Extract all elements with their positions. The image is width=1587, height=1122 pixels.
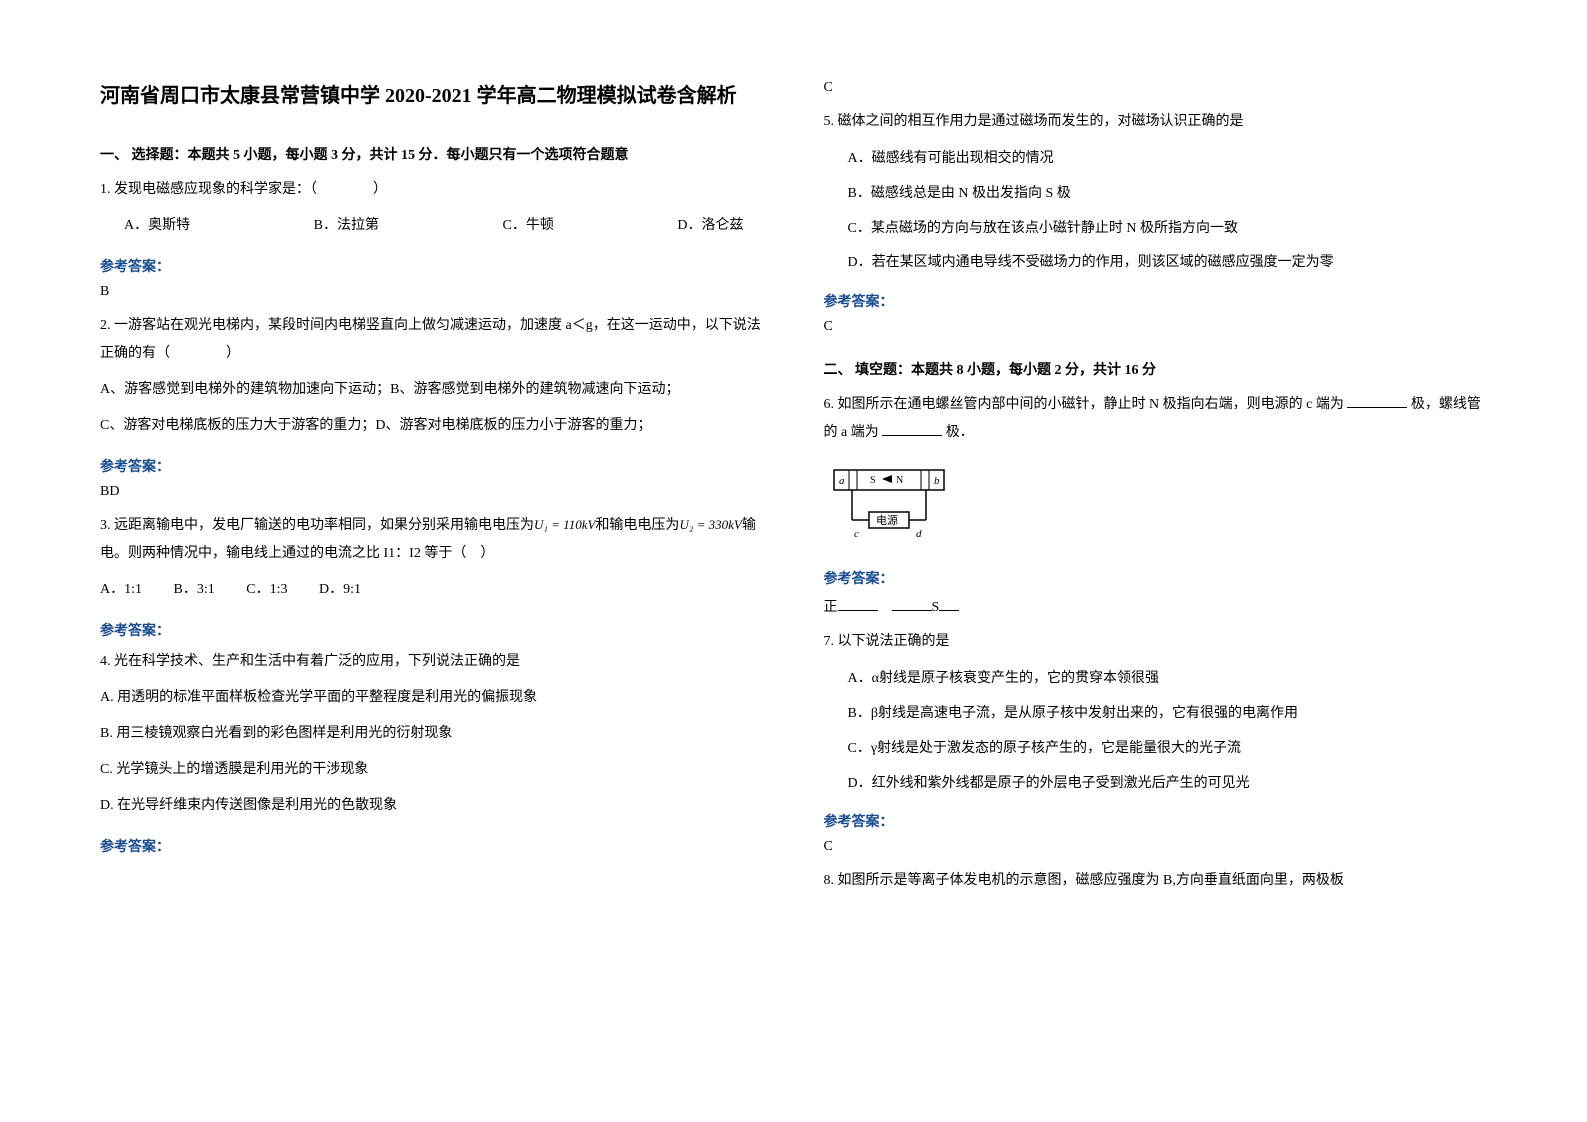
q6-ans-p1: 正 — [824, 600, 838, 615]
q4-answer: C — [824, 80, 1488, 96]
q1-opt-b: B．法拉第 — [314, 212, 379, 240]
q2-text: 2. 一游客站在观光电梯内，某段时间内电梯竖直向上做匀减速运动，加速度 a＜g，… — [100, 312, 764, 368]
q7-opt-a: A．α射线是原子核衰变产生的，它的贯穿本领很强 — [848, 664, 1488, 695]
q1-text: 1. 发现电磁感应现象的科学家是：（ ） — [100, 176, 764, 204]
q4-answer-label: 参考答案： — [100, 836, 764, 856]
q8-text: 8. 如图所示是等离子体发电机的示意图，磁感应强度为 B,方向垂直纸面向里，两极… — [824, 867, 1488, 895]
svg-text:d: d — [916, 528, 922, 540]
svg-text:电源: 电源 — [876, 513, 898, 527]
svg-text:N: N — [896, 475, 903, 486]
svg-text:b: b — [934, 475, 940, 487]
section2-header: 二、 填空题：本题共 8 小题，每小题 2 分，共计 16 分 — [824, 359, 1488, 379]
q3-formula1: U₁ = 110kV — [534, 517, 595, 532]
q2-answer-label: 参考答案： — [100, 456, 764, 476]
q1-options: A．奥斯特 B．法拉第 C．牛顿 D．洛仑兹 — [100, 212, 764, 240]
q6-ans-blank3 — [939, 597, 959, 611]
q4-text: 4. 光在科学技术、生产和生活中有着广泛的应用，下列说法正确的是 — [100, 648, 764, 676]
q1-answer-label: 参考答案： — [100, 256, 764, 276]
q6-answer-label: 参考答案： — [824, 568, 1488, 588]
section1-header: 一、 选择题：本题共 5 小题，每小题 3 分，共计 15 分．每小题只有一个选… — [100, 144, 764, 164]
left-column: 河南省周口市太康县常营镇中学 2020-2021 学年高二物理模拟试卷含解析 一… — [100, 80, 764, 1042]
q3-text: 3. 远距离输电中，发电厂输送的电功率相同，如果分别采用输电电压为U₁ = 11… — [100, 512, 764, 568]
q5-answer-label: 参考答案： — [824, 291, 1488, 311]
q6-ans-blank2 — [892, 597, 932, 611]
svg-text:S: S — [870, 475, 876, 486]
svg-text:a: a — [839, 475, 845, 487]
q3-p1: 3. 远距离输电中，发电厂输送的电功率相同，如果分别采用输电电压为 — [100, 518, 534, 533]
q6-ans-p2: S — [932, 600, 940, 615]
q3-formula2: U₂ = 330kV — [679, 517, 741, 532]
q2-line1: A、游客感觉到电梯外的建筑物加速向下运动；B、游客感觉到电梯外的建筑物减速向下运… — [100, 376, 764, 404]
q3-opt-a: A．1:1 — [100, 582, 142, 597]
q4-opt-d: D. 在光导纤维束内传送图像是利用光的色散现象 — [100, 792, 764, 820]
q5-opt-c: C．某点磁场的方向与放在该点小磁针静止时 N 极所指方向一致 — [848, 214, 1488, 245]
q7-text: 7. 以下说法正确的是 — [824, 628, 1488, 656]
q4-opt-c: C. 光学镜头上的增透膜是利用光的干涉现象 — [100, 756, 764, 784]
q3-answer-label: 参考答案： — [100, 620, 764, 640]
q6-ans-blank1 — [838, 597, 878, 611]
q2-answer: BD — [100, 484, 764, 500]
q1-answer: B — [100, 284, 764, 300]
q2-line2: C、游客对电梯底板的压力大于游客的重力；D、游客对电梯底板的压力小于游客的重力； — [100, 412, 764, 440]
q4-opt-a: A. 用透明的标准平面样板检查光学平面的平整程度是利用光的偏振现象 — [100, 684, 764, 712]
q3-opt-c: C．1:3 — [246, 582, 287, 597]
q7-opt-d: D．红外线和紫外线都是原子的外层电子受到激光后产生的可见光 — [848, 769, 1488, 800]
q7-answer-label: 参考答案： — [824, 811, 1488, 831]
q3-p2: 和输电电压为 — [595, 518, 679, 533]
q7-answer: C — [824, 839, 1488, 855]
q5-text: 5. 磁体之间的相互作用力是通过磁场而发生的，对磁场认识正确的是 — [824, 108, 1488, 136]
q6-p1: 6. 如图所示在通电螺丝管内部中间的小磁针，静止时 N 极指向右端，则电源的 c… — [824, 397, 1344, 412]
q7-opt-b: B．β射线是高速电子流，是从原子核中发射出来的，它有很强的电离作用 — [848, 699, 1488, 730]
q7-opt-c: C．γ射线是处于激发态的原子核产生的，它是能量很大的光子流 — [848, 734, 1488, 765]
q5-opt-d: D．若在某区域内通电导线不受磁场力的作用，则该区域的磁感应强度一定为零 — [848, 248, 1488, 279]
q6-p3: 极． — [946, 425, 974, 440]
q4-opt-b: B. 用三棱镜观察白光看到的彩色图样是利用光的衍射现象 — [100, 720, 764, 748]
svg-text:c: c — [854, 528, 859, 540]
q5-opt-a: A．磁感线有可能出现相交的情况 — [848, 144, 1488, 175]
q6-diagram: a b S N 电源 c d — [824, 465, 1488, 550]
q5-opt-b: B．磁感线总是由 N 极出发指向 S 极 — [848, 179, 1488, 210]
q1-opt-c: C．牛顿 — [503, 212, 554, 240]
q3-options: A．1:1 B．3:1 C．1:3 D．9:1 — [100, 576, 764, 604]
q6-text: 6. 如图所示在通电螺丝管内部中间的小磁针，静止时 N 极指向右端，则电源的 c… — [824, 391, 1488, 447]
right-column: C 5. 磁体之间的相互作用力是通过磁场而发生的，对磁场认识正确的是 A．磁感线… — [824, 80, 1488, 1042]
q5-answer: C — [824, 319, 1488, 335]
q3-opt-b: B．3:1 — [174, 582, 215, 597]
circuit-diagram: a b S N 电源 c d — [824, 465, 974, 545]
q1-opt-d: D．洛仑兹 — [677, 212, 743, 240]
q1-opt-a: A．奥斯特 — [124, 212, 190, 240]
q3-opt-d: D．9:1 — [319, 582, 361, 597]
q6-answer: 正 S — [824, 596, 1488, 616]
q6-blank1 — [1347, 394, 1407, 408]
document-title: 河南省周口市太康县常营镇中学 2020-2021 学年高二物理模拟试卷含解析 — [100, 80, 764, 112]
q6-blank2 — [882, 422, 942, 436]
